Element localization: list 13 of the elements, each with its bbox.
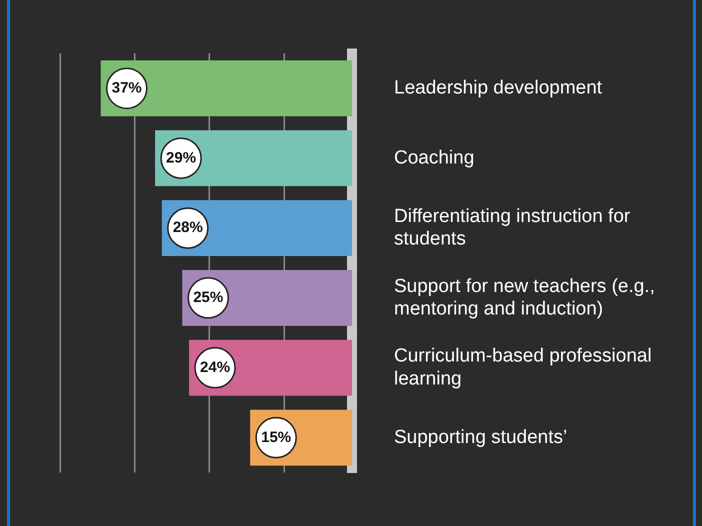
y-tick-label: Support for new teachers (e.g., mentoring and induction) — [394, 276, 655, 320]
data-label: 29% — [166, 149, 196, 166]
y-tick-label: Coaching — [394, 147, 474, 168]
data-label: 37% — [112, 79, 142, 96]
y-tick-label: Curriculum-based professional learning — [394, 346, 652, 390]
y-tick-label: Differentiating instruction for students — [394, 206, 631, 250]
data-label: 28% — [172, 219, 203, 236]
y-tick-label: Leadership development — [394, 78, 603, 99]
data-label: 24% — [200, 358, 230, 376]
data-label: 25% — [193, 289, 224, 306]
bar — [100, 60, 352, 116]
y-tick-label: Supporting students’ — [394, 426, 568, 448]
data-label: 15% — [261, 428, 292, 446]
